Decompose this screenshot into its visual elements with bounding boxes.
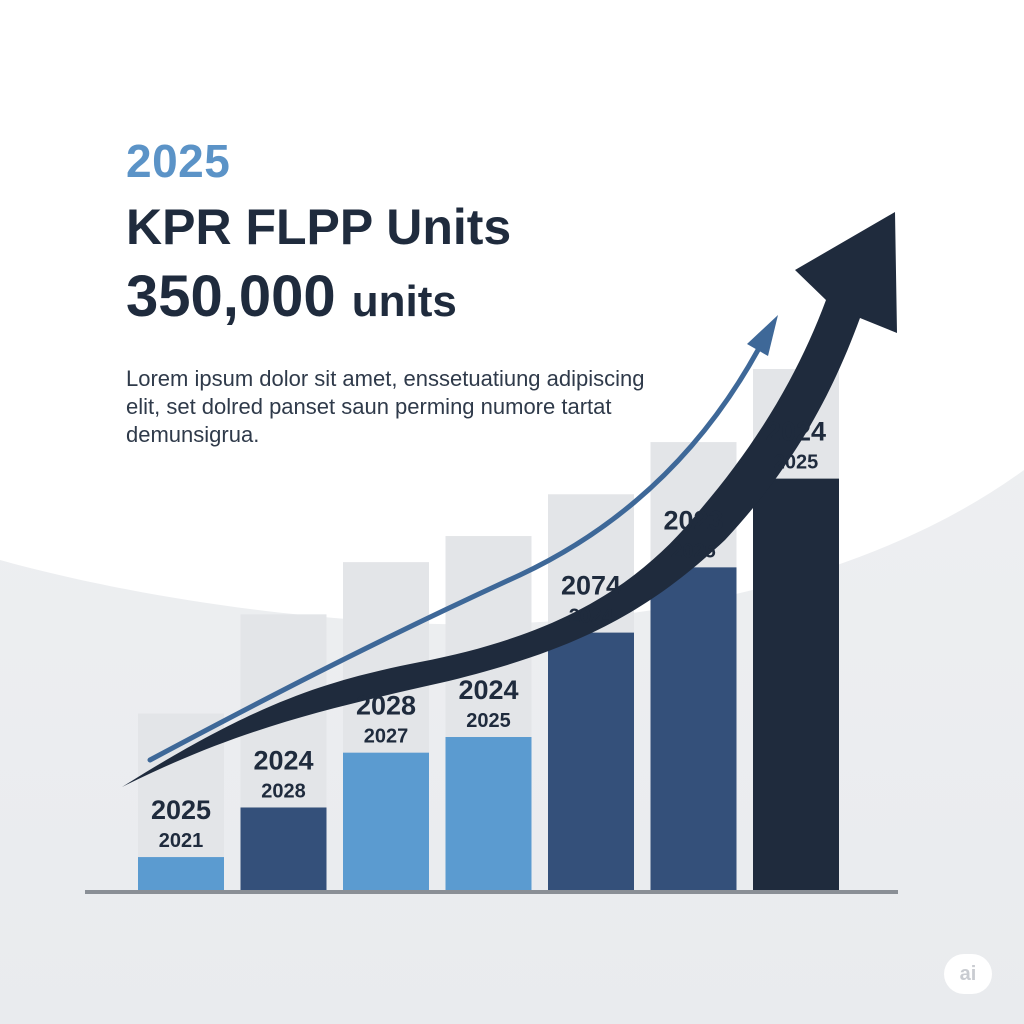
ai-badge: ai <box>944 954 992 994</box>
bar-label-top-3: 2028 <box>356 691 416 721</box>
bar-label-bottom-5: 2024 <box>569 606 614 628</box>
bar-1 <box>138 857 224 891</box>
bar-6 <box>650 567 737 891</box>
bar-4 <box>445 737 532 891</box>
trend-arrow-thin-head <box>747 315 778 356</box>
bar-2 <box>240 807 327 891</box>
bar-3 <box>343 752 429 891</box>
bar-label-bottom-3: 2027 <box>364 726 409 748</box>
bar-label-bottom-1: 2021 <box>159 830 204 852</box>
headline-value: 350,000 units <box>126 262 686 337</box>
trend-arrow-thin <box>147 347 761 763</box>
headline-unit: units <box>351 277 457 326</box>
bar-label-bottom-6: 2025 <box>671 540 716 562</box>
trend-arrow-main <box>122 212 897 787</box>
chart-title: KPR FLPP Units <box>126 199 512 255</box>
bar-label-top-1: 2025 <box>151 795 211 825</box>
bar-label-bottom-4: 2025 <box>466 710 511 732</box>
chart-year: 2025 <box>126 135 231 187</box>
bar-label-top-6: 2023 <box>663 505 723 535</box>
chart-header: 2025 KPR FLPP Units 350,000 units Lorem … <box>126 132 686 449</box>
headline-number: 350,000 <box>126 264 336 329</box>
bar-5 <box>548 632 634 891</box>
bar-label-top-2: 2024 <box>253 745 313 775</box>
bar-label-bottom-2: 2028 <box>261 780 306 802</box>
bar-label-top-4: 2024 <box>458 675 518 705</box>
bar-7 <box>753 478 839 891</box>
chart-description: Lorem ipsum dolor sit amet, enssetuatiun… <box>126 366 645 447</box>
bar-label-top-5: 2074 <box>561 571 621 601</box>
bar-label-top-7: 2024 <box>766 417 826 447</box>
bar-label-bottom-7: 2025 <box>774 452 819 474</box>
